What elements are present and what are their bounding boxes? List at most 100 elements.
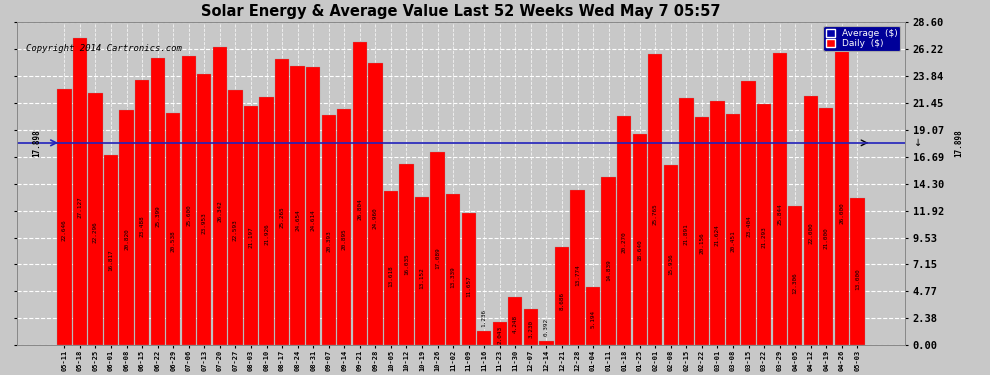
Bar xyxy=(617,116,632,345)
Text: 14.839: 14.839 xyxy=(606,259,611,281)
Text: 23.953: 23.953 xyxy=(202,213,207,234)
Text: 23.488: 23.488 xyxy=(140,215,145,237)
Text: 20.895: 20.895 xyxy=(342,228,346,250)
Bar xyxy=(229,90,243,345)
Bar xyxy=(244,105,258,345)
Bar xyxy=(804,96,818,345)
Text: 26.804: 26.804 xyxy=(357,198,362,220)
Text: 3.230: 3.230 xyxy=(529,320,534,338)
Bar xyxy=(835,51,849,345)
Bar xyxy=(135,80,149,345)
Text: 17.898: 17.898 xyxy=(953,129,963,157)
Text: 20.270: 20.270 xyxy=(622,231,627,253)
Text: 13.618: 13.618 xyxy=(388,265,393,287)
Text: ↓: ↓ xyxy=(914,138,922,148)
Text: 26.342: 26.342 xyxy=(218,200,223,222)
Bar xyxy=(197,74,212,345)
Bar xyxy=(181,56,196,345)
Bar xyxy=(679,98,694,345)
Text: 27.127: 27.127 xyxy=(77,196,82,218)
Bar xyxy=(742,81,755,345)
Bar xyxy=(290,66,305,345)
Text: 13.152: 13.152 xyxy=(420,267,425,289)
Text: 20.451: 20.451 xyxy=(731,230,736,252)
Bar xyxy=(384,191,398,345)
Text: 1.236: 1.236 xyxy=(482,309,487,327)
Bar xyxy=(540,341,553,345)
Bar xyxy=(57,89,71,345)
Bar xyxy=(338,109,351,345)
Bar xyxy=(415,196,430,345)
Text: 11.657: 11.657 xyxy=(466,275,471,297)
Text: 20.538: 20.538 xyxy=(170,230,175,252)
Text: 24.960: 24.960 xyxy=(373,207,378,229)
Text: 2.043: 2.043 xyxy=(497,326,502,344)
Bar xyxy=(648,54,662,345)
Bar xyxy=(524,309,538,345)
Bar xyxy=(150,58,164,345)
Bar xyxy=(306,67,321,345)
Bar xyxy=(788,206,802,345)
Text: 20.156: 20.156 xyxy=(699,232,705,254)
Bar xyxy=(850,198,864,345)
Text: 15.936: 15.936 xyxy=(668,254,673,275)
Bar xyxy=(352,42,367,345)
Bar xyxy=(602,177,616,345)
Bar xyxy=(259,97,273,345)
Bar xyxy=(710,100,725,345)
Bar xyxy=(554,247,569,345)
Bar xyxy=(104,155,118,345)
Text: 13.774: 13.774 xyxy=(575,264,580,286)
Text: 21.293: 21.293 xyxy=(761,226,766,248)
Text: 21.000: 21.000 xyxy=(824,228,829,249)
Text: 21.197: 21.197 xyxy=(248,226,253,248)
Text: 20.820: 20.820 xyxy=(124,228,129,250)
Text: 23.404: 23.404 xyxy=(746,215,751,237)
Text: 12.306: 12.306 xyxy=(793,272,798,294)
Text: 18.640: 18.640 xyxy=(638,240,643,261)
Text: 25.600: 25.600 xyxy=(186,204,191,226)
Bar xyxy=(772,53,787,345)
Bar xyxy=(322,115,336,345)
Title: Solar Energy & Average Value Last 52 Weeks Wed May 7 05:57: Solar Energy & Average Value Last 52 Wee… xyxy=(201,4,721,19)
Bar xyxy=(431,152,445,345)
Bar xyxy=(757,104,771,345)
Text: 21.926: 21.926 xyxy=(264,223,269,245)
Bar xyxy=(695,117,709,345)
Bar xyxy=(399,164,414,345)
Bar xyxy=(368,63,382,345)
Text: 22.000: 22.000 xyxy=(808,222,813,244)
Text: 25.844: 25.844 xyxy=(777,203,782,225)
Text: 25.265: 25.265 xyxy=(279,206,284,228)
Bar xyxy=(88,93,103,345)
Bar xyxy=(493,322,507,345)
Text: 13.339: 13.339 xyxy=(450,267,455,288)
Text: 17.898: 17.898 xyxy=(32,129,41,157)
Bar xyxy=(166,113,180,345)
Bar xyxy=(213,47,227,345)
Text: 22.646: 22.646 xyxy=(61,219,67,241)
Bar xyxy=(461,213,476,345)
Text: 8.686: 8.686 xyxy=(559,292,564,310)
Bar xyxy=(275,60,289,345)
Text: 4.248: 4.248 xyxy=(513,315,518,333)
Text: 26.000: 26.000 xyxy=(840,202,844,224)
Text: 17.089: 17.089 xyxy=(435,248,441,269)
Bar xyxy=(726,114,741,345)
Bar xyxy=(446,195,460,345)
Text: 5.194: 5.194 xyxy=(591,310,596,328)
Text: 0.392: 0.392 xyxy=(544,318,548,336)
Text: 16.035: 16.035 xyxy=(404,253,409,274)
Bar xyxy=(570,189,585,345)
Text: 13.000: 13.000 xyxy=(855,268,860,290)
Text: 16.817: 16.817 xyxy=(109,249,114,271)
Bar xyxy=(819,108,834,345)
Text: 25.399: 25.399 xyxy=(155,205,160,227)
Bar xyxy=(120,110,134,345)
Legend: Average  ($), Daily  ($): Average ($), Daily ($) xyxy=(823,26,901,51)
Text: 24.614: 24.614 xyxy=(311,209,316,231)
Bar xyxy=(508,297,523,345)
Text: 21.891: 21.891 xyxy=(684,223,689,245)
Text: 21.624: 21.624 xyxy=(715,224,720,246)
Bar xyxy=(586,286,600,345)
